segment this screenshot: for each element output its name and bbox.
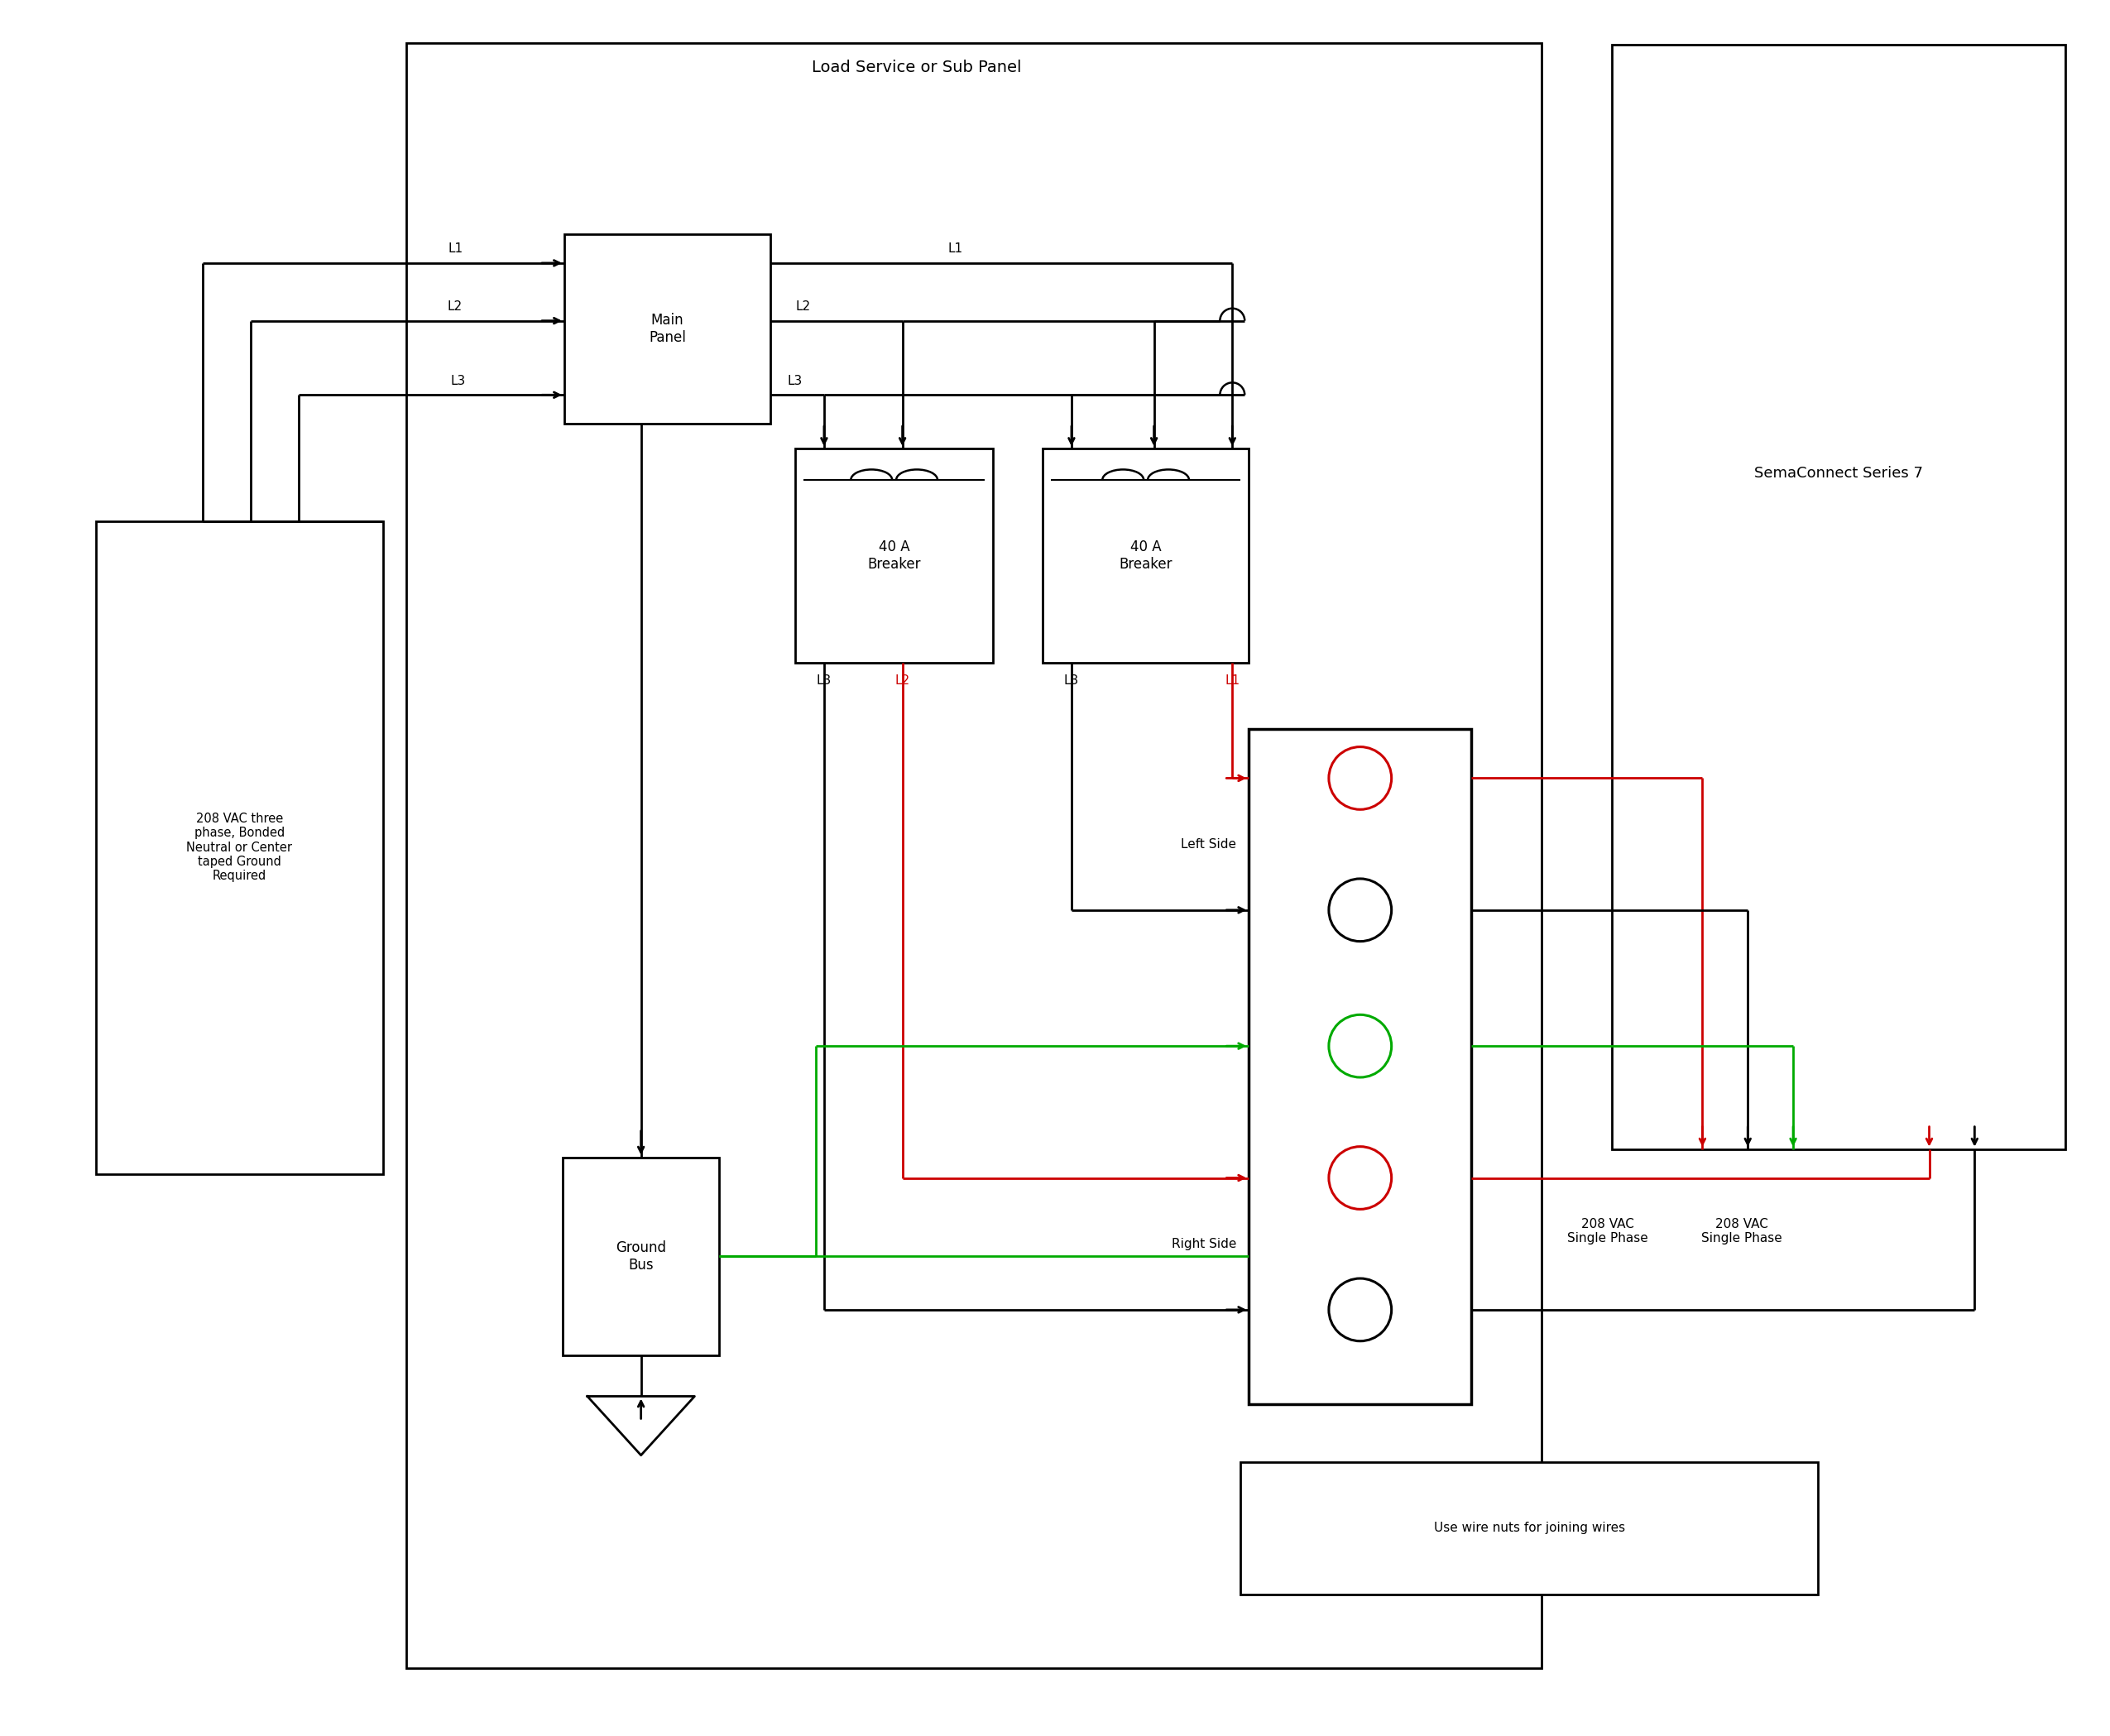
Text: 208 VAC three
phase, Bonded
Neutral or Center
taped Ground
Required: 208 VAC three phase, Bonded Neutral or C… (186, 812, 293, 882)
Text: L3: L3 (1063, 675, 1078, 687)
Text: Right Side: Right Side (1171, 1238, 1236, 1250)
Text: Use wire nuts for joining wires: Use wire nuts for joining wires (1433, 1522, 1625, 1535)
Text: 208 VAC
Single Phase: 208 VAC Single Phase (1701, 1219, 1783, 1245)
Text: SemaConnect Series 7: SemaConnect Series 7 (1753, 465, 1922, 481)
Bar (1241, 1462, 1819, 1594)
Bar (1612, 45, 2066, 1149)
Bar (1042, 448, 1249, 663)
Text: 40 A
Breaker: 40 A Breaker (867, 540, 920, 571)
Text: Left Side: Left Side (1182, 838, 1236, 851)
Text: Load Service or Sub Panel: Load Service or Sub Panel (812, 59, 1021, 75)
Text: L2: L2 (895, 675, 909, 687)
Text: L3: L3 (787, 375, 802, 387)
Text: Main
Panel: Main Panel (648, 312, 686, 345)
Text: L3: L3 (452, 375, 466, 387)
Text: 208 VAC
Single Phase: 208 VAC Single Phase (1568, 1219, 1648, 1245)
Bar (563, 234, 770, 424)
Text: L2: L2 (447, 300, 462, 312)
Text: L1: L1 (449, 243, 464, 255)
Bar (405, 43, 1542, 1668)
Text: L2: L2 (795, 300, 810, 312)
Text: L1: L1 (947, 243, 962, 255)
Text: L3: L3 (817, 675, 831, 687)
Bar (563, 1158, 720, 1356)
Text: L1: L1 (1224, 675, 1241, 687)
Bar (95, 521, 382, 1174)
Text: Ground
Bus: Ground Bus (616, 1240, 667, 1272)
Bar (795, 448, 994, 663)
Bar (1249, 729, 1471, 1404)
Text: 40 A
Breaker: 40 A Breaker (1118, 540, 1173, 571)
